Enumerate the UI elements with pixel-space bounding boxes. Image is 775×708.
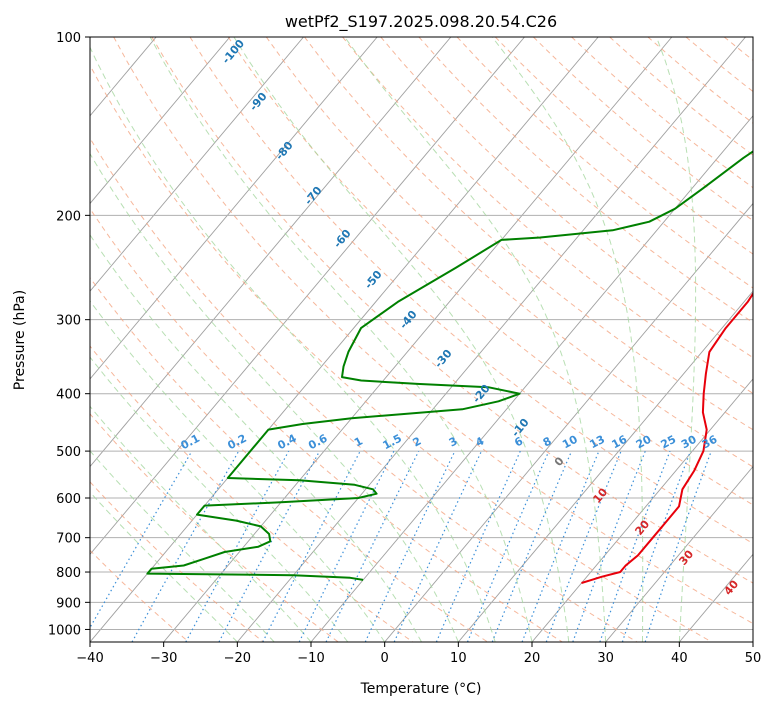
y-axis-label: Pressure (hPa) <box>12 290 28 390</box>
mixing-ratio-line <box>644 450 712 642</box>
isotherm-line <box>90 37 525 556</box>
dewpoint-profile-line <box>146 150 753 581</box>
x-tick-label: −10 <box>297 651 324 666</box>
mixing-ratio-line <box>298 450 395 642</box>
isotherm-line <box>90 37 304 292</box>
mixing-ratio-label: 30 <box>679 433 699 452</box>
dry-adiabats <box>90 37 753 642</box>
moist-adiabat-line <box>233 37 570 642</box>
mixing-ratio-line <box>90 450 193 629</box>
x-tick-label: −40 <box>76 651 103 666</box>
mixing-ratio-label: 25 <box>659 433 679 452</box>
mixing-ratio-lines <box>90 450 712 642</box>
dry-adiabat-line <box>113 37 753 625</box>
y-tick-label: 1000 <box>48 623 81 638</box>
y-tick-label: 900 <box>56 596 81 611</box>
y-tick-label: 700 <box>56 532 81 547</box>
isotherm-line <box>384 202 753 642</box>
plot-frame <box>89 36 754 643</box>
mixing-ratio-line <box>325 450 420 642</box>
temperature-profile-line <box>581 291 753 584</box>
isotherm-line <box>531 378 753 642</box>
x-tick-label: 50 <box>745 651 762 666</box>
mixing-ratio-line <box>572 450 646 642</box>
y-tick-label: 200 <box>56 209 81 224</box>
mixing-ratio-line <box>545 450 622 642</box>
x-axis-label: Temperature (°C) <box>360 681 482 697</box>
moist-adiabat-line <box>90 234 422 642</box>
moist-adiabats <box>90 37 697 642</box>
mixing-ratio-label: 13 <box>587 433 607 452</box>
dry-adiabat-line <box>304 37 753 431</box>
dry-adiabat-line <box>90 64 712 642</box>
mixing-ratio-label: 36 <box>700 433 720 452</box>
y-axis: 100 200 300 400 500 600 700 800 900 1000 <box>48 31 90 638</box>
moist-adiabat-line <box>90 300 386 642</box>
y-tick-label: 600 <box>56 492 81 507</box>
mixing-ratio-label: 16 <box>610 433 630 452</box>
dry-adiabat-line <box>265 37 753 468</box>
isotherm-line <box>457 290 753 642</box>
isotherm-line <box>90 37 378 380</box>
moist-adiabat-line <box>90 405 312 642</box>
isotherm-line <box>605 465 753 642</box>
mixing-ratio-line <box>218 450 321 642</box>
moist-adiabat-line <box>491 37 644 642</box>
y-tick-label: 300 <box>56 314 81 329</box>
mixing-ratio-label: 20 <box>634 433 654 452</box>
mixing-ratio-line <box>393 450 483 642</box>
mixing-ratio-line <box>185 450 290 642</box>
dry-adiabat-line <box>90 137 638 642</box>
x-tick-label: 10 <box>450 651 467 666</box>
x-tick-label: −20 <box>224 651 251 666</box>
y-tick-label: 500 <box>56 445 81 460</box>
x-tick-label: 30 <box>597 651 614 666</box>
isotherm-line <box>90 37 231 205</box>
y-tick-label: 400 <box>56 388 81 403</box>
isotherm-line <box>236 37 746 642</box>
moist-adiabat-line <box>90 46 496 642</box>
y-tick-label: 800 <box>56 566 81 581</box>
mixing-ratio-line <box>521 450 600 642</box>
moist-adiabat-line <box>656 37 697 642</box>
x-tick-label: 20 <box>524 651 541 666</box>
chart-title: wetPf2_S197.2025.098.20.54.C26 <box>285 12 557 32</box>
isotherm-line <box>90 37 452 468</box>
dry-adiabat-line <box>151 37 753 584</box>
isotherm-line <box>163 37 673 642</box>
x-tick-label: 40 <box>671 651 688 666</box>
mixing-ratio-label: 10 <box>560 433 580 452</box>
moist-adiabat-line <box>344 37 607 642</box>
x-tick-label: 0 <box>381 651 389 666</box>
dry-adiabat-line <box>189 37 753 545</box>
dry-adiabat-line <box>90 413 339 642</box>
x-tick-label: −30 <box>150 651 177 666</box>
x-axis: −40 −30 −20 −10 0 10 20 30 40 50 <box>76 642 761 666</box>
mixing-ratio-line <box>364 450 456 642</box>
moist-adiabat-line <box>90 356 349 642</box>
dry-adiabat-line <box>90 276 488 642</box>
profile-series <box>146 150 753 584</box>
dry-adiabat-line <box>227 37 753 506</box>
moist-adiabat-line <box>149 37 533 642</box>
y-tick-label: 100 <box>56 31 81 46</box>
